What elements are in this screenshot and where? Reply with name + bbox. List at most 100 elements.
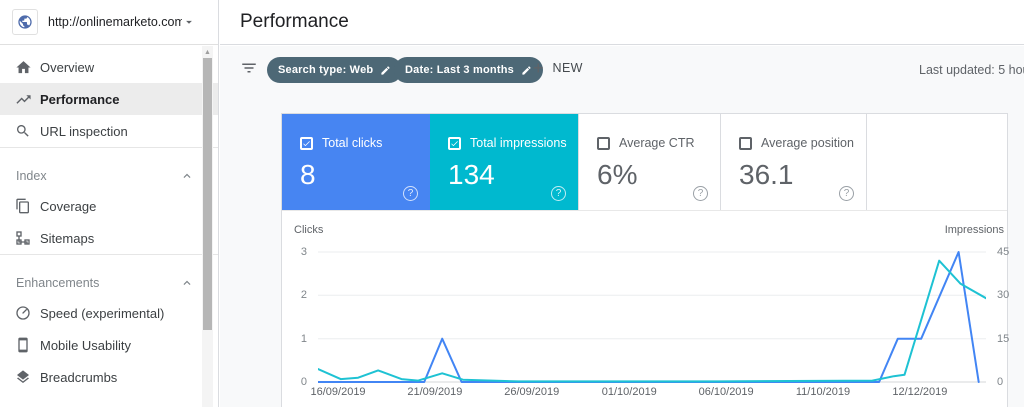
metric-card-average-ctr[interactable]: Average CTR 6% ? <box>578 114 721 210</box>
metric-label: Total clicks <box>322 136 383 150</box>
plus-icon: + <box>533 58 544 78</box>
layers-icon <box>14 368 32 386</box>
metric-label: Total impressions <box>470 136 567 150</box>
checkbox-total-clicks[interactable] <box>300 136 313 150</box>
x-axis-tick: 12/12/2019 <box>892 386 948 398</box>
metric-card-total-impressions[interactable]: Total impressions 134 ? <box>430 114 578 210</box>
filter-chip-label: Search type: Web <box>278 64 374 76</box>
sidebar-item-breadcrumbs[interactable]: Breadcrumbs <box>0 361 218 393</box>
metric-tiles-row: Total clicks 8 ? Total impressions 134 ? <box>282 114 1007 211</box>
sidebar-item-label: Coverage <box>40 198 97 214</box>
sidebar: http://onlinemarketo.com/ Overview Perfo… <box>0 0 219 407</box>
help-icon[interactable]: ? <box>693 186 708 201</box>
x-axis-tick: 06/10/2019 <box>698 386 754 398</box>
x-axis-tick: 26/09/2019 <box>504 386 560 398</box>
section-enhancements[interactable]: Enhancements <box>0 255 218 297</box>
last-updated-text: Last updated: 5 hou <box>919 63 1024 77</box>
main-content: Search type: Web Date: Last 3 months + N… <box>220 46 1024 407</box>
chart-plot-area[interactable] <box>318 242 986 392</box>
trending-up-icon <box>14 90 32 108</box>
sidebar-item-performance[interactable]: Performance <box>0 83 218 115</box>
filter-icon[interactable] <box>240 59 258 77</box>
sidebar-item-label: Sitemaps <box>40 230 95 246</box>
search-icon <box>14 122 32 140</box>
right-axis-ticks: 45 30 15 0 <box>994 219 1024 407</box>
home-icon <box>14 58 32 76</box>
checkbox-average-position[interactable] <box>739 136 752 150</box>
sidebar-item-mobile-usability[interactable]: Mobile Usability <box>0 329 218 361</box>
x-axis-tick: 01/10/2019 <box>601 386 657 398</box>
filter-chip-date[interactable]: Date: Last 3 months <box>394 57 543 83</box>
y-axis-tick-left: 3 <box>300 246 307 258</box>
performance-chart: Clicks Impressions 3 2 1 0 45 30 15 0 16/09/20… <box>282 219 1009 407</box>
section-index[interactable]: Index <box>0 148 218 190</box>
right-axis-title: Impressions <box>944 224 1004 236</box>
section-label: Index <box>16 169 47 183</box>
chevron-up-icon[interactable] <box>180 169 194 183</box>
sitemap-icon <box>14 229 32 247</box>
new-filter-button[interactable]: + NEW <box>533 59 583 77</box>
y-axis-tick-left: 0 <box>300 376 307 388</box>
help-icon[interactable]: ? <box>403 186 418 201</box>
sidebar-scrollbar-thumb[interactable] <box>203 58 212 330</box>
metric-label: Average CTR <box>619 136 695 150</box>
sidebar-item-label: Performance <box>40 91 120 107</box>
sidebar-item-coverage[interactable]: Coverage <box>0 190 218 222</box>
pages-icon <box>14 197 32 215</box>
property-selector[interactable]: http://onlinemarketo.com/ <box>0 0 218 45</box>
metric-card-total-clicks[interactable]: Total clicks 8 ? <box>282 114 430 210</box>
scrollbar-up-arrow-icon[interactable]: ▲ <box>204 49 211 56</box>
left-axis-title: Clicks <box>294 224 324 236</box>
summary-card: Total clicks 8 ? Total impressions 134 ? <box>281 113 1009 407</box>
sidebar-item-label: Overview <box>40 59 95 75</box>
sidebar-item-label: Breadcrumbs <box>40 369 118 385</box>
sidebar-item-url-inspection[interactable]: URL inspection <box>0 115 218 147</box>
main-header: Performance <box>220 0 1024 45</box>
chevron-down-icon[interactable] <box>182 15 196 29</box>
y-axis-tick-left: 2 <box>300 289 307 302</box>
metric-card-average-position[interactable]: Average position 36.1 ? <box>721 114 867 210</box>
sidebar-item-label: URL inspection <box>40 123 128 139</box>
metric-value: 6% <box>597 159 638 190</box>
globe-icon <box>17 14 33 30</box>
metric-value: 8 <box>300 159 316 190</box>
y-axis-tick-right: 45 <box>997 246 1010 258</box>
x-axis-tick: 21/09/2019 <box>407 386 463 398</box>
section-label: Enhancements <box>16 276 100 290</box>
new-filter-label: NEW <box>552 61 583 75</box>
page-title: Performance <box>240 11 349 32</box>
left-axis-ticks: 3 2 1 0 <box>282 219 310 407</box>
sidebar-item-label: Speed (experimental) <box>40 305 165 321</box>
help-icon[interactable]: ? <box>551 186 566 201</box>
chevron-up-icon[interactable] <box>180 276 194 290</box>
property-url: http://onlinemarketo.com/ <box>48 15 182 29</box>
y-axis-tick-right: 15 <box>997 332 1010 345</box>
sidebar-item-overview[interactable]: Overview <box>0 51 218 83</box>
checkbox-total-impressions[interactable] <box>448 136 461 150</box>
checkbox-average-ctr[interactable] <box>597 136 610 150</box>
edit-pencil-icon <box>521 65 532 76</box>
x-axis-tick: 16/09/2019 <box>310 386 366 398</box>
smartphone-icon <box>14 336 32 354</box>
property-globe-box <box>12 9 38 35</box>
edit-pencil-icon <box>380 65 391 76</box>
speed-icon <box>14 304 32 322</box>
metric-label: Average position <box>761 136 854 150</box>
sidebar-divider <box>0 147 218 148</box>
series-line-clicks <box>318 251 980 383</box>
help-icon[interactable]: ? <box>839 186 854 201</box>
sidebar-item-label: Mobile Usability <box>40 337 132 353</box>
sidebar-scrollbar[interactable]: ▲ <box>202 46 213 407</box>
filter-chip-label: Date: Last 3 months <box>405 64 514 76</box>
sidebar-item-sitemaps[interactable]: Sitemaps <box>0 222 218 254</box>
metric-value: 36.1 <box>739 159 794 190</box>
sidebar-item-speed[interactable]: Speed (experimental) <box>0 297 218 329</box>
sidebar-nav: Overview Performance URL inspection <box>0 45 218 147</box>
y-axis-tick-right: 30 <box>997 289 1010 302</box>
x-axis-tick: 11/10/2019 <box>795 386 851 398</box>
y-axis-tick-left: 1 <box>300 332 307 345</box>
metric-value: 134 <box>448 159 495 190</box>
series-line-impressions <box>318 259 986 383</box>
sidebar-divider <box>0 254 218 255</box>
filter-chip-search-type[interactable]: Search type: Web <box>267 57 403 83</box>
